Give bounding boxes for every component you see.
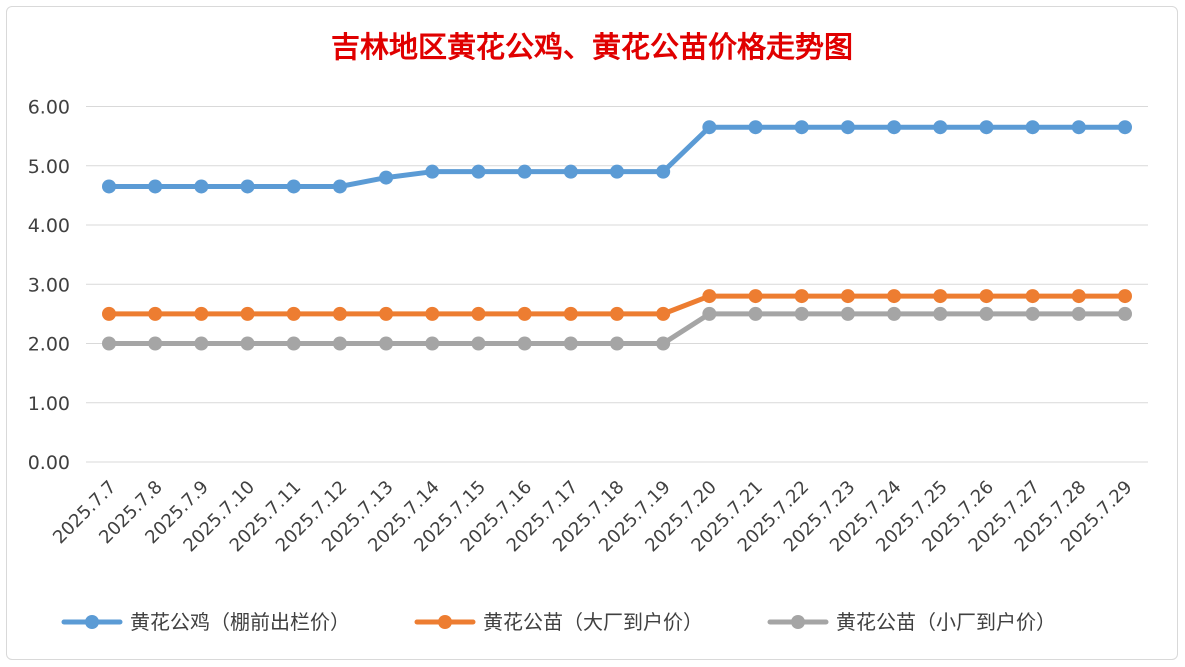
data-point <box>379 336 394 351</box>
data-point <box>794 289 809 304</box>
data-point <box>702 306 717 321</box>
data-point <box>933 120 948 135</box>
data-point <box>517 336 532 351</box>
data-point <box>471 164 486 179</box>
series-lines <box>102 120 1132 351</box>
data-point <box>517 306 532 321</box>
data-point <box>471 336 486 351</box>
data-point <box>425 336 440 351</box>
y-tick-label: 5.00 <box>28 156 70 178</box>
data-point <box>148 336 163 351</box>
data-point <box>933 306 948 321</box>
y-tick-label: 0.00 <box>28 452 70 474</box>
data-point <box>563 336 578 351</box>
legend-item-1: 黄花公鸡（棚前出栏价） <box>61 610 350 634</box>
series-2 <box>102 289 1132 321</box>
legend-item-2: 黄花公苗（大厂到户价） <box>414 610 703 634</box>
data-point <box>656 336 671 351</box>
data-point <box>840 120 855 135</box>
data-point <box>425 164 440 179</box>
data-point <box>748 289 763 304</box>
data-point <box>840 306 855 321</box>
data-point <box>748 306 763 321</box>
data-point <box>563 306 578 321</box>
data-point <box>332 336 347 351</box>
data-point <box>286 179 301 194</box>
data-point <box>610 164 624 179</box>
data-point <box>332 179 347 194</box>
data-point <box>425 306 440 321</box>
data-point <box>332 306 347 321</box>
y-tick-label: 4.00 <box>28 215 70 237</box>
data-point <box>102 179 116 194</box>
data-point <box>563 164 578 179</box>
data-point <box>979 289 994 304</box>
y-tick-label: 6.00 <box>28 97 70 119</box>
data-point <box>702 120 717 135</box>
data-point <box>656 306 671 321</box>
legend-marker <box>438 615 452 629</box>
y-axis-tick-labels: 0.00 1.00 2.00 3.00 4.00 5.00 6.00 <box>28 97 70 475</box>
series-1 <box>102 120 1132 194</box>
y-tick-label: 1.00 <box>28 393 70 415</box>
data-point <box>840 289 855 304</box>
data-point <box>1071 120 1086 135</box>
data-point <box>1118 306 1132 321</box>
x-axis-tick-labels: 2025.7.72025.7.82025.7.92025.7.102025.7.… <box>49 477 1137 557</box>
data-point <box>194 306 209 321</box>
legend-marker <box>791 615 805 629</box>
data-point <box>1071 289 1086 304</box>
data-point <box>656 164 671 179</box>
chart-frame <box>6 6 1178 660</box>
legend-label: 黄花公鸡（棚前出栏价） <box>130 610 350 634</box>
data-point <box>794 306 809 321</box>
data-point <box>702 289 717 304</box>
data-point <box>610 306 624 321</box>
data-point <box>379 170 394 185</box>
data-point <box>194 336 209 351</box>
data-point <box>471 306 486 321</box>
series-3 <box>102 306 1132 351</box>
legend: 黄花公鸡（棚前出栏价） 黄花公苗（大厂到户价） 黄花公苗（小厂到户价） <box>61 610 1056 634</box>
data-point <box>887 289 902 304</box>
data-point <box>148 306 163 321</box>
data-point <box>379 306 394 321</box>
data-point <box>102 306 116 321</box>
data-point <box>240 179 255 194</box>
data-point <box>1071 306 1086 321</box>
data-point <box>933 289 948 304</box>
legend-label: 黄花公苗（大厂到户价） <box>483 610 703 634</box>
y-tick-label: 3.00 <box>28 274 70 296</box>
data-point <box>794 120 809 135</box>
data-point <box>148 179 163 194</box>
data-point <box>240 306 255 321</box>
data-point <box>286 306 301 321</box>
legend-marker <box>85 615 99 629</box>
data-point <box>240 336 255 351</box>
legend-item-3: 黄花公苗（小厂到户价） <box>767 610 1056 634</box>
data-point <box>1025 289 1040 304</box>
data-point <box>1118 120 1132 135</box>
data-point <box>748 120 763 135</box>
y-tick-label: 2.00 <box>28 334 70 356</box>
data-point <box>887 306 902 321</box>
data-point <box>1025 120 1040 135</box>
data-point <box>517 164 532 179</box>
data-point <box>979 306 994 321</box>
data-point <box>1025 306 1040 321</box>
data-point <box>979 120 994 135</box>
data-point <box>887 120 902 135</box>
data-point <box>102 336 116 351</box>
data-point <box>1118 289 1132 304</box>
data-point <box>286 336 301 351</box>
grid-lines <box>86 106 1148 463</box>
legend-label: 黄花公苗（小厂到户价） <box>836 610 1056 634</box>
data-point <box>194 179 209 194</box>
data-point <box>610 336 624 351</box>
chart-title: 吉林地区黄花公鸡、黄花公苗价格走势图 <box>331 30 853 64</box>
